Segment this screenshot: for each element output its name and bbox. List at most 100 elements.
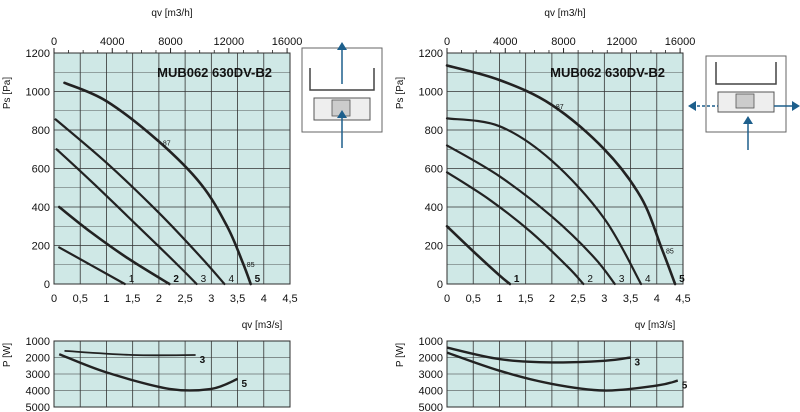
curve-label-2: 2	[173, 274, 179, 285]
airflow-schematic-icon	[301, 42, 383, 148]
y-tick-label: 1200	[419, 48, 443, 60]
pressure-curve-4	[445, 117, 643, 286]
top-tick-label: 12000	[214, 36, 245, 48]
power-tick-label: 1000	[26, 336, 50, 348]
top-tick-label: 16000	[272, 36, 303, 48]
power-tick-label: 5000	[419, 402, 443, 412]
top-tick-label: 8000	[551, 36, 575, 48]
power-curve-5	[58, 353, 239, 392]
top-tick-label: 12000	[607, 36, 638, 48]
power-tick-label: 3000	[26, 369, 50, 381]
x-tick-label: 0,5	[73, 293, 88, 305]
power-tick-label: 1000	[419, 336, 443, 348]
airflow-schematic-icon	[688, 55, 800, 150]
y-tick-label: 0	[437, 279, 443, 291]
y-axis-label: Ps [Pa]	[2, 77, 13, 109]
x-tick-label: 3	[208, 293, 214, 305]
x-tick-label: 1	[496, 293, 502, 305]
x-tick-label: 1,5	[125, 293, 140, 305]
pressure-curve-1	[58, 246, 126, 286]
curve-label-3: 3	[201, 274, 207, 285]
pressure-curve-3	[55, 148, 198, 286]
x-tick-label: 1	[103, 293, 109, 305]
y-tick-label: 1000	[419, 87, 443, 99]
top-tick-label: 4000	[100, 36, 124, 48]
y-tick-label: 800	[425, 125, 443, 137]
x-tick-label: 3,5	[230, 293, 245, 305]
top-axis-label: qv [m3/h]	[151, 8, 192, 19]
fan-motor	[735, 93, 755, 109]
power-axis-label: P [W]	[395, 343, 406, 367]
top-tick-label: 8000	[158, 36, 182, 48]
efficiency-label: 87	[556, 104, 564, 111]
power-curve-3	[64, 350, 196, 357]
x-axis-label: qv [m3/s]	[635, 320, 676, 331]
power-curve-label-3: 3	[635, 358, 641, 369]
arrow-head	[337, 110, 347, 118]
efficiency-label: 87	[163, 141, 171, 148]
pressure-curve-1	[445, 225, 512, 286]
x-axis-label: qv [m3/s]	[242, 320, 283, 331]
arrow-head	[743, 116, 753, 124]
arrow-head	[792, 101, 800, 111]
power-tick-label: 4000	[419, 386, 443, 398]
x-tick-label: 2,5	[177, 293, 192, 305]
power-curve-3	[446, 346, 631, 364]
power-curve-5	[446, 351, 679, 392]
top-tick-label: 4000	[493, 36, 517, 48]
y-tick-label: 0	[44, 279, 50, 291]
y-axis-label: Ps [Pa]	[395, 77, 406, 109]
housing-detail	[715, 62, 777, 85]
x-tick-label: 2	[549, 293, 555, 305]
x-tick-label: 3,5	[623, 293, 638, 305]
curve-label-1: 1	[514, 274, 520, 285]
top-tick-label: 0	[444, 36, 450, 48]
curve-label-5: 5	[255, 274, 261, 285]
y-tick-label: 400	[425, 202, 443, 214]
power-curve-label-5: 5	[242, 379, 248, 390]
efficiency-label: 85	[247, 262, 255, 269]
curve-label-3: 3	[619, 274, 625, 285]
top-tick-label: 0	[51, 36, 57, 48]
x-tick-label: 0	[444, 293, 450, 305]
arrow-head	[337, 42, 347, 50]
pressure-curve-5	[445, 64, 677, 286]
x-tick-label: 4	[654, 293, 660, 305]
top-tick-label: 16000	[665, 36, 696, 48]
power-tick-label: 4000	[26, 386, 50, 398]
chart-title: MUB062 630DV-B2	[550, 65, 665, 80]
arrow-head	[688, 101, 696, 111]
y-tick-label: 800	[32, 125, 50, 137]
pressure-curve-3	[445, 144, 616, 286]
chart-title: MUB062 630DV-B2	[157, 65, 272, 80]
power-axis-label: P [W]	[2, 343, 13, 367]
x-tick-label: 0,5	[466, 293, 481, 305]
power-curve-label-3: 3	[200, 355, 206, 366]
power-tick-label: 5000	[26, 402, 50, 412]
y-tick-label: 1000	[26, 87, 50, 99]
y-tick-label: 200	[425, 241, 443, 253]
y-tick-label: 1200	[26, 48, 50, 60]
x-tick-label: 0	[51, 293, 57, 305]
x-tick-label: 4,5	[282, 293, 297, 305]
top-axis-label: qv [m3/h]	[544, 8, 585, 19]
x-tick-label: 4,5	[675, 293, 690, 305]
curve-label-1: 1	[129, 274, 135, 285]
y-tick-label: 400	[32, 202, 50, 214]
x-tick-label: 2	[156, 293, 162, 305]
power-curve-label-5: 5	[682, 381, 688, 392]
pressure-curve-4	[54, 118, 226, 286]
x-tick-label: 1,5	[518, 293, 533, 305]
pressure-curve-2	[57, 205, 171, 286]
curve-label-5: 5	[679, 274, 685, 285]
x-tick-label: 2,5	[570, 293, 585, 305]
curve-label-4: 4	[645, 274, 651, 285]
power-tick-label: 2000	[26, 353, 50, 365]
x-tick-label: 3	[601, 293, 607, 305]
curve-label-2: 2	[587, 274, 593, 285]
x-tick-label: 4	[261, 293, 267, 305]
